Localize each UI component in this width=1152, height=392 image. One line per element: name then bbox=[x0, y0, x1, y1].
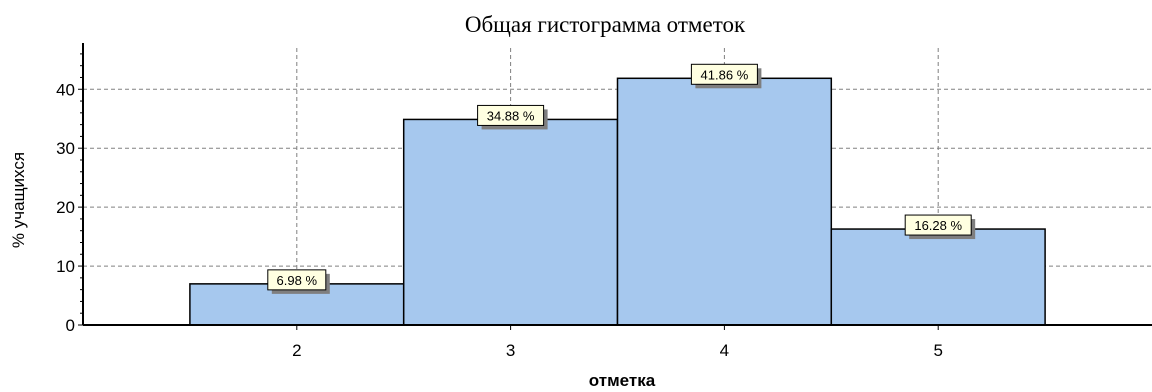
y-tick-label: 0 bbox=[66, 316, 75, 335]
x-tick-label: 3 bbox=[506, 341, 515, 360]
data-label: 41.86 % bbox=[701, 67, 749, 82]
y-tick-label: 30 bbox=[56, 139, 75, 158]
y-tick-label: 10 bbox=[56, 257, 75, 276]
y-tick-label: 20 bbox=[56, 198, 75, 217]
x-tick-label: 5 bbox=[933, 341, 942, 360]
data-label: 6.98 % bbox=[277, 273, 318, 288]
y-axis-label: % учащихся bbox=[9, 152, 28, 248]
data-label-box bbox=[477, 104, 545, 126]
data-label-box bbox=[904, 214, 972, 236]
data-label: 16.28 % bbox=[914, 218, 962, 233]
x-tick-label: 2 bbox=[292, 341, 301, 360]
data-label-box bbox=[690, 63, 758, 85]
histogram-bar bbox=[830, 228, 1046, 326]
data-label-box bbox=[267, 269, 327, 291]
histogram-bar bbox=[616, 77, 833, 326]
x-axis-label: отметка bbox=[589, 371, 656, 390]
x-tick-label: 4 bbox=[720, 341, 729, 360]
y-tick-label: 40 bbox=[56, 80, 75, 99]
chart-title: Общая гистограмма отметок bbox=[465, 12, 746, 37]
histogram-bar bbox=[402, 118, 619, 326]
axes: 0 10 20 30 40 2 3 4 5 bbox=[56, 43, 1152, 360]
data-labels: 6.98 % 34.88 % 41.86 % 16.28 % bbox=[267, 63, 976, 294]
data-label: 34.88 % bbox=[487, 108, 535, 123]
